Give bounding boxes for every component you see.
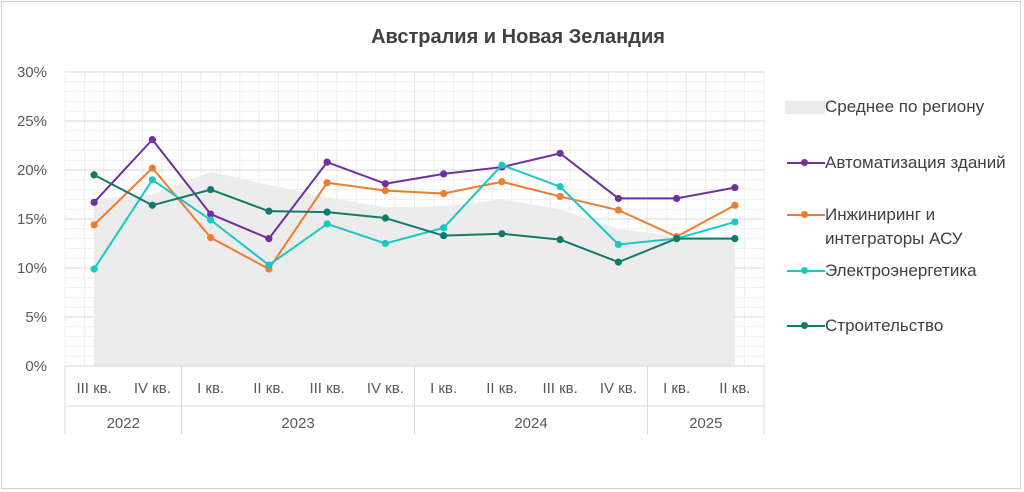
data-point (498, 161, 506, 169)
data-point (265, 261, 273, 269)
legend-key-line (785, 314, 825, 338)
legend-key-line (785, 203, 825, 227)
legend-label: Среднее по региону (825, 97, 985, 116)
data-point (556, 192, 564, 201)
data-point (90, 221, 98, 229)
legend-item-building-automation: Автоматизация зданий (785, 151, 1020, 175)
data-point (323, 158, 331, 166)
data-point (207, 186, 215, 194)
series-line (93, 164, 736, 270)
data-point (673, 194, 681, 203)
x-tick-label: I кв. (663, 380, 690, 397)
data-point (498, 230, 506, 238)
data-point (614, 258, 622, 266)
data-point (731, 201, 739, 209)
data-point (614, 206, 622, 214)
series-Автоматизация зданий (90, 136, 739, 243)
data-point (265, 207, 273, 215)
legend-label: Электроэнергетика (825, 261, 977, 280)
data-point (440, 189, 448, 198)
series-line (93, 138, 736, 240)
data-point (381, 180, 389, 188)
data-point (148, 201, 156, 209)
chart-title: Австралия и Новая Зеландия (371, 26, 665, 48)
data-point (673, 235, 681, 243)
x-tick-label: III кв. (76, 380, 111, 397)
x-tick-label: II кв. (253, 380, 284, 397)
data-point (90, 265, 98, 273)
y-tick-label: 30% (17, 64, 47, 81)
legend-label: Автоматизация зданий (825, 153, 1006, 172)
data-point (90, 171, 98, 179)
data-point (148, 136, 156, 144)
year-label: 2023 (281, 415, 314, 432)
data-point (440, 224, 448, 232)
legend-key-line (785, 259, 825, 283)
data-point (440, 170, 448, 178)
data-point (207, 210, 215, 218)
legend-item-average: Среднее по региону (785, 95, 1020, 119)
y-tick-label: 0% (25, 358, 47, 375)
data-point (381, 214, 389, 222)
x-tick-label: I кв. (430, 380, 457, 397)
data-point (556, 149, 564, 157)
legend-label: Инжиниринг и интеграторы АСУ (825, 205, 963, 248)
year-label: 2024 (514, 415, 547, 432)
data-point (614, 240, 622, 249)
data-point (148, 164, 156, 172)
data-point (614, 194, 622, 203)
data-point (323, 208, 331, 216)
x-tick-label: II кв. (486, 380, 517, 397)
series-line (93, 174, 735, 264)
data-point (556, 235, 564, 244)
data-point (323, 220, 331, 228)
data-point (731, 218, 739, 226)
data-point (440, 232, 448, 240)
y-tick-label: 10% (17, 260, 47, 277)
legend-key-line (785, 151, 825, 175)
legend-item-power: Электроэнергетика (785, 259, 1020, 283)
data-point (265, 235, 273, 243)
series-line (93, 167, 736, 270)
y-tick-label: 20% (17, 162, 47, 179)
x-tick-label: IV кв. (600, 380, 637, 397)
y-tick-label: 25% (17, 113, 47, 130)
x-tick-label: III кв. (542, 380, 577, 397)
year-label: 2025 (689, 415, 722, 432)
x-tick-label: I кв. (197, 380, 224, 397)
legend-label: Строительство (825, 316, 944, 335)
year-label: 2022 (107, 415, 140, 432)
series-Строительство (90, 171, 739, 266)
data-point (148, 176, 156, 184)
y-tick-label: 15% (17, 211, 47, 228)
area-average (94, 171, 735, 366)
y-tick-label: 5% (25, 309, 47, 326)
data-point (498, 178, 506, 186)
data-point (381, 239, 389, 248)
x-tick-label: II кв. (719, 380, 750, 397)
data-point (207, 216, 215, 224)
legend-item-construction: Строительство (785, 314, 1020, 338)
data-point (207, 234, 215, 242)
x-tick-label: IV кв. (367, 380, 404, 397)
legend-key-area (785, 95, 825, 119)
x-tick-label: IV кв. (134, 380, 171, 397)
data-point (731, 184, 739, 192)
data-point (90, 198, 98, 206)
x-tick-label: III кв. (309, 380, 344, 397)
data-point (381, 186, 389, 195)
data-point (323, 179, 331, 187)
legend-item-engineering: Инжиниринг и интеграторы АСУ (785, 203, 1020, 251)
data-point (731, 235, 739, 243)
data-point (556, 183, 564, 191)
